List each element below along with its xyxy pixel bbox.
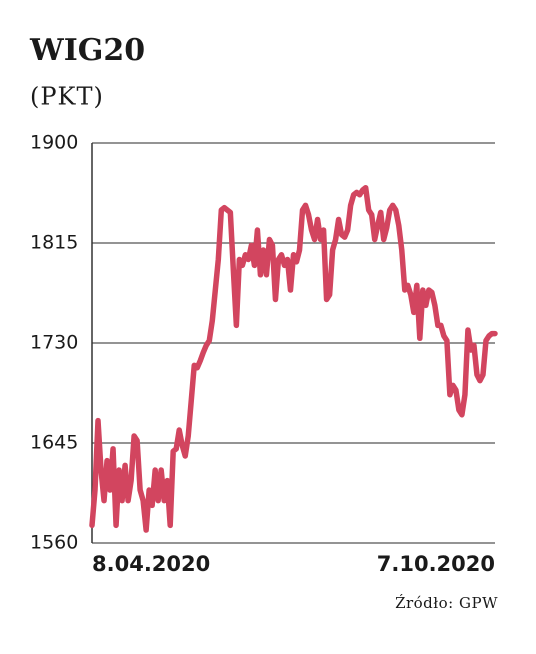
chart-title: WIG20 <box>29 33 145 68</box>
x-tick-label: 8.04.2020 <box>92 552 210 576</box>
y-tick-label: 1815 <box>30 232 78 254</box>
x-tick-label: 7.10.2020 <box>377 552 495 576</box>
y-tick-label: 1900 <box>30 132 78 154</box>
price-line <box>89 184 498 533</box>
chart-subtitle: (PKT) <box>30 83 104 111</box>
y-tick-label: 1645 <box>30 432 78 454</box>
source-note: Źródło: GPW <box>395 594 498 612</box>
y-tick-label: 1730 <box>30 332 78 354</box>
y-tick-label: 1560 <box>30 532 78 554</box>
